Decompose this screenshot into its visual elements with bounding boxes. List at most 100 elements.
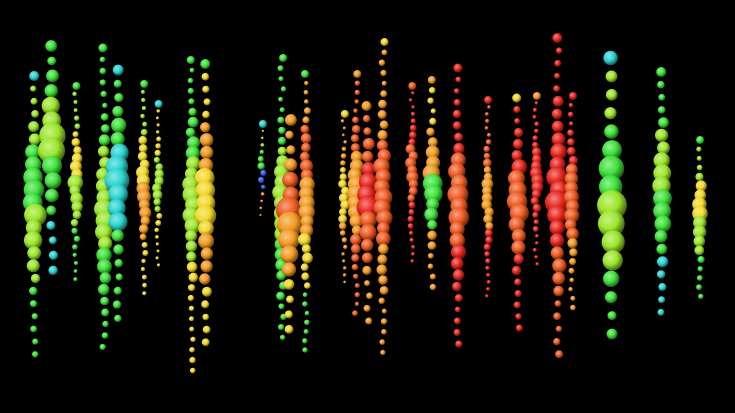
sensor-sphere (142, 250, 149, 256)
sensor-sphere (356, 195, 380, 219)
sensor-string-10 (257, 120, 267, 217)
sensor-sphere (657, 141, 670, 155)
sensor-sphere (185, 146, 200, 161)
sensor-sphere (113, 286, 122, 295)
sensor-sphere (73, 100, 78, 105)
sensor-sphere (299, 151, 310, 162)
sensor-sphere (564, 172, 579, 186)
sensor-sphere (156, 136, 162, 142)
sensor-strings (22, 33, 708, 374)
sensor-sphere (189, 67, 195, 73)
sensor-sphere (187, 294, 194, 302)
sensor-sphere (487, 105, 491, 109)
sensor-sphere (199, 273, 211, 285)
sensor-sphere (189, 316, 194, 322)
sensor-sphere (202, 313, 209, 321)
sensor-sphere (361, 162, 376, 177)
sensor-sphere (141, 242, 148, 248)
sensor-string-14 (338, 110, 350, 284)
sensor-sphere (512, 93, 522, 103)
sensor-sphere (279, 107, 285, 113)
sensor-sphere (451, 244, 467, 260)
sensor-sphere (551, 132, 566, 146)
sensor-sphere (189, 347, 195, 353)
sensor-string-4 (94, 43, 115, 351)
sensor-sphere (378, 99, 387, 109)
sensor-sphere (553, 85, 560, 92)
sensor-sphere (553, 312, 561, 321)
sensor-sphere (48, 265, 58, 275)
sensor-sphere (141, 274, 147, 280)
sensor-sphere (698, 293, 704, 300)
sensor-sphere (154, 169, 164, 179)
sensor-sphere (198, 220, 214, 237)
sensor-sphere (381, 329, 387, 335)
sensor-sphere (341, 237, 348, 243)
sensor-sphere (141, 97, 146, 103)
sensor-sphere (453, 328, 461, 337)
sensor-sphere (259, 213, 262, 217)
sensor-sphere (95, 223, 113, 241)
sensor-string-5 (104, 64, 130, 323)
sensor-sphere (696, 146, 702, 152)
sensor-sphere (379, 339, 386, 345)
sensor-sphere (188, 284, 196, 292)
sensor-sphere (555, 47, 563, 54)
sensor-string-24 (544, 33, 570, 359)
sensor-sphere (187, 116, 199, 128)
sensor-sphere (259, 206, 263, 210)
sensor-sphere (378, 297, 385, 304)
sensor-sphere (349, 214, 363, 228)
sensor-sphere (486, 132, 492, 138)
sensor-sphere (73, 277, 78, 282)
sensor-sphere (71, 227, 78, 235)
sensor-sphere (278, 126, 286, 135)
sensor-string-13 (298, 70, 315, 353)
sensor-sphere (511, 228, 526, 244)
sensor-sphere (155, 242, 159, 246)
sensor-sphere (485, 118, 490, 124)
sensor-sphere (338, 214, 348, 224)
sensor-sphere (550, 246, 564, 260)
sensor-sphere (113, 79, 122, 88)
sensor-sphere (304, 310, 310, 316)
sensor-sphere (70, 219, 79, 227)
sensor-sphere (31, 110, 39, 118)
sensor-sphere (139, 206, 152, 219)
sensor-string-22 (506, 93, 529, 332)
sensor-sphere (96, 247, 112, 263)
sensor-sphere (26, 259, 40, 273)
sensor-sphere (377, 130, 388, 141)
sensor-sphere (601, 230, 625, 254)
sensor-sphere (359, 224, 377, 241)
sensor-sphere (285, 130, 294, 140)
sensor-sphere (555, 325, 562, 332)
sensor-sphere (692, 225, 707, 239)
sensor-sphere (453, 317, 461, 325)
sensor-string-19 (422, 76, 443, 291)
sensor-sphere (25, 144, 41, 160)
sensor-sphere (155, 256, 159, 260)
sensor-sphere (602, 250, 623, 271)
sensor-sphere (142, 282, 148, 288)
sensor-sphere (486, 280, 491, 284)
sensor-string-1 (22, 71, 47, 358)
sensor-sphere (46, 220, 56, 230)
sensor-sphere (30, 85, 37, 92)
sensor-sphere (200, 59, 211, 69)
sensor-sphere (381, 49, 388, 56)
sensor-sphere (354, 99, 360, 104)
sensor-sphere (199, 133, 214, 147)
sensor-sphere (449, 232, 465, 249)
sensor-sphere (430, 108, 436, 114)
sensor-sphere (114, 93, 124, 103)
sensor-sphere (279, 334, 286, 341)
sensor-sphere (449, 221, 465, 237)
sensor-sphere (47, 56, 57, 66)
sensor-sphere (653, 202, 671, 221)
sensor-sphere (73, 146, 82, 155)
sensor-sphere (74, 123, 81, 130)
sensor-sphere (141, 106, 147, 111)
sensor-sphere (351, 225, 362, 236)
sensor-sphere (454, 306, 461, 313)
